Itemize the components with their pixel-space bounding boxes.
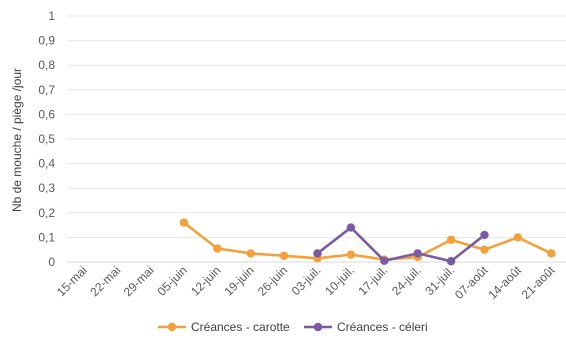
legend-label: Créances - céleri: [337, 320, 428, 334]
data-point: [213, 244, 222, 253]
y-tick-label: 0,7: [38, 83, 55, 97]
y-tick-label: 0,2: [38, 206, 55, 220]
y-tick-label: 0,9: [38, 34, 55, 48]
x-tick-label: 12-juin: [188, 263, 223, 298]
y-tick-label: 0: [48, 255, 55, 269]
grid: [67, 15, 566, 263]
y-tick-label: 0,1: [38, 230, 55, 244]
data-point: [480, 245, 489, 254]
data-point: [246, 249, 255, 258]
x-tick-label: 15-mai: [54, 263, 90, 299]
x-tick-label: 24-juil.: [389, 263, 424, 298]
data-point: [279, 251, 289, 261]
legend-label: Créances - carotte: [191, 320, 290, 334]
x-axis-ticks: 15-mai22-mai29-mai05-juin12-juin19-juin2…: [54, 263, 558, 302]
series-1: [179, 218, 556, 264]
x-tick-label: 26-juin: [255, 263, 290, 298]
series-layer: [179, 218, 556, 266]
x-tick-label: 22-mai: [87, 263, 123, 299]
data-point: [513, 233, 523, 242]
y-tick-label: 0,6: [38, 107, 55, 121]
data-point: [346, 223, 356, 232]
legend-item: Créances - carotte: [158, 320, 290, 334]
legend-swatch-marker: [167, 322, 177, 332]
y-tick-label: 1: [48, 9, 55, 23]
series-line: [182, 221, 553, 261]
data-point: [446, 235, 456, 245]
data-point: [480, 230, 489, 240]
data-point: [346, 250, 356, 259]
y-axis-title: Nb de mouche / piège /jour: [10, 68, 24, 212]
series-2: [313, 223, 489, 266]
data-point: [446, 257, 456, 266]
y-tick-label: 0,8: [38, 58, 55, 72]
y-tick-label: 0,5: [38, 132, 55, 146]
y-axis-ticks: 0 0,1 0,2 0,3 0,4 0,5 0,6 0,7 0,8 0,9 1: [38, 9, 55, 269]
x-tick-label: 29-mai: [121, 263, 157, 299]
data-point: [313, 249, 322, 258]
legend: Créances - carotte Créances - céleri: [158, 320, 428, 334]
legend-item: Créances - céleri: [304, 320, 428, 334]
series-line: [316, 226, 486, 263]
x-tick-label: 05-juin: [155, 263, 190, 298]
x-tick-label: 10-juil.: [322, 263, 357, 298]
data-point: [547, 249, 556, 258]
data-point: [179, 218, 189, 227]
y-tick-label: 0,3: [38, 181, 55, 195]
x-tick-label: 03-juil.: [289, 263, 324, 298]
x-tick-label: 14-août: [485, 263, 524, 302]
data-point: [413, 249, 422, 258]
legend-swatch-marker: [313, 322, 323, 332]
x-tick-label: 17-juil.: [356, 263, 391, 298]
x-tick-label: 19-juin: [221, 263, 256, 298]
y-tick-label: 0,4: [38, 157, 55, 171]
x-tick-label: 07-août: [452, 263, 491, 302]
data-point: [380, 256, 389, 265]
x-tick-label: 21-août: [519, 263, 558, 302]
